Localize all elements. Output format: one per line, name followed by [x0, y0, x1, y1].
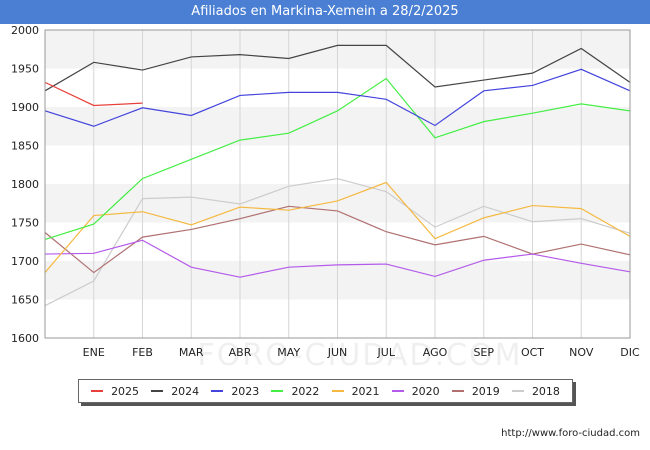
legend: 2025 2024 2023 2022 2021 2020 2019 2018: [78, 379, 573, 403]
series-line-2018: [44, 177, 631, 307]
legend-label: 2024: [171, 384, 200, 398]
y-tick-label: 1800: [11, 178, 39, 191]
y-tick-label: 1650: [11, 294, 39, 307]
legend-label: 2021: [351, 384, 380, 398]
plot-border: [44, 29, 631, 339]
legend-label: 2023: [231, 384, 260, 398]
legend-item-2021: 2021: [331, 384, 380, 398]
x-tick-labels: ENE FEB MAR ABR MAY JUN JUL AGO SEP OCT NOV DIC: [83, 346, 640, 359]
legend-swatch: [91, 390, 104, 392]
vertical-gridlines: [93, 30, 582, 338]
y-tick-label: 1600: [11, 332, 39, 345]
legend-label: 2019: [471, 384, 500, 398]
legend-item-2019: 2019: [451, 384, 500, 398]
x-tick-label: FEB: [132, 346, 153, 359]
x-tick-label: SEP: [473, 346, 494, 359]
legend-swatch: [451, 390, 464, 392]
legend-swatch: [511, 390, 524, 392]
legend-label: 2022: [291, 384, 320, 398]
y-tick-label: 1850: [11, 140, 39, 153]
legend-swatch: [391, 390, 404, 392]
series-line-2023: [44, 68, 631, 127]
legend-item-2025: 2025: [91, 385, 139, 398]
x-tick-label: MAR: [179, 346, 204, 359]
legend-swatch: [211, 390, 224, 392]
series-line-2025: [44, 81, 143, 107]
legend-item-2020: 2020: [391, 384, 440, 398]
legend-swatch: [151, 390, 164, 392]
chart-title: Afiliados en Markina-Xemein a 28/2/2025: [0, 0, 650, 24]
legend-item-2024: 2024: [151, 385, 199, 398]
legend-item-2022: 2022: [271, 385, 319, 398]
x-tick-label: ENE: [83, 346, 105, 359]
series-line-2021: [44, 181, 631, 273]
source-url: http://www.foro-ciudad.com: [501, 428, 640, 439]
legend-label: 2020: [411, 384, 440, 398]
x-tick-label: ABR: [229, 346, 252, 359]
x-tick-label: OCT: [521, 346, 544, 359]
y-tick-label: 1750: [11, 217, 39, 230]
legend-swatch: [331, 390, 344, 392]
y-tick-labels: 1600 1650 1700 1750 1800 1850 1900 1950 2000: [11, 24, 39, 345]
x-tick-label: AGO: [423, 346, 448, 359]
y-tick-label: 1950: [11, 63, 39, 76]
x-tick-label: NOV: [569, 346, 594, 359]
legend-label: 2018: [531, 384, 560, 398]
series-lines: [44, 44, 631, 307]
x-tick-label: JUL: [377, 346, 396, 359]
x-tick-label: JUN: [327, 346, 348, 359]
legend-item-2023: 2023: [211, 385, 259, 398]
plot-frame: [44, 29, 631, 339]
y-tick-label: 1900: [11, 101, 39, 114]
watermark: FORO-CIUDAD.COM: [198, 338, 523, 370]
x-tick-label: DIC: [620, 346, 640, 359]
series-line-2020: [44, 239, 631, 278]
legend-item-2018: 2018: [511, 384, 560, 398]
legend-swatch: [271, 390, 284, 392]
x-tick-label: MAY: [277, 346, 300, 359]
series-line-2024: [44, 44, 631, 92]
y-tick-label: 1700: [11, 255, 39, 268]
y-tick-label: 2000: [11, 24, 39, 37]
line-chart: FORO-CIUDAD.COM 1600 1650 1700 1750 1800 1850…: [11, 24, 640, 370]
legend-label: 2025: [111, 384, 140, 398]
series-line-2022: [44, 77, 631, 241]
